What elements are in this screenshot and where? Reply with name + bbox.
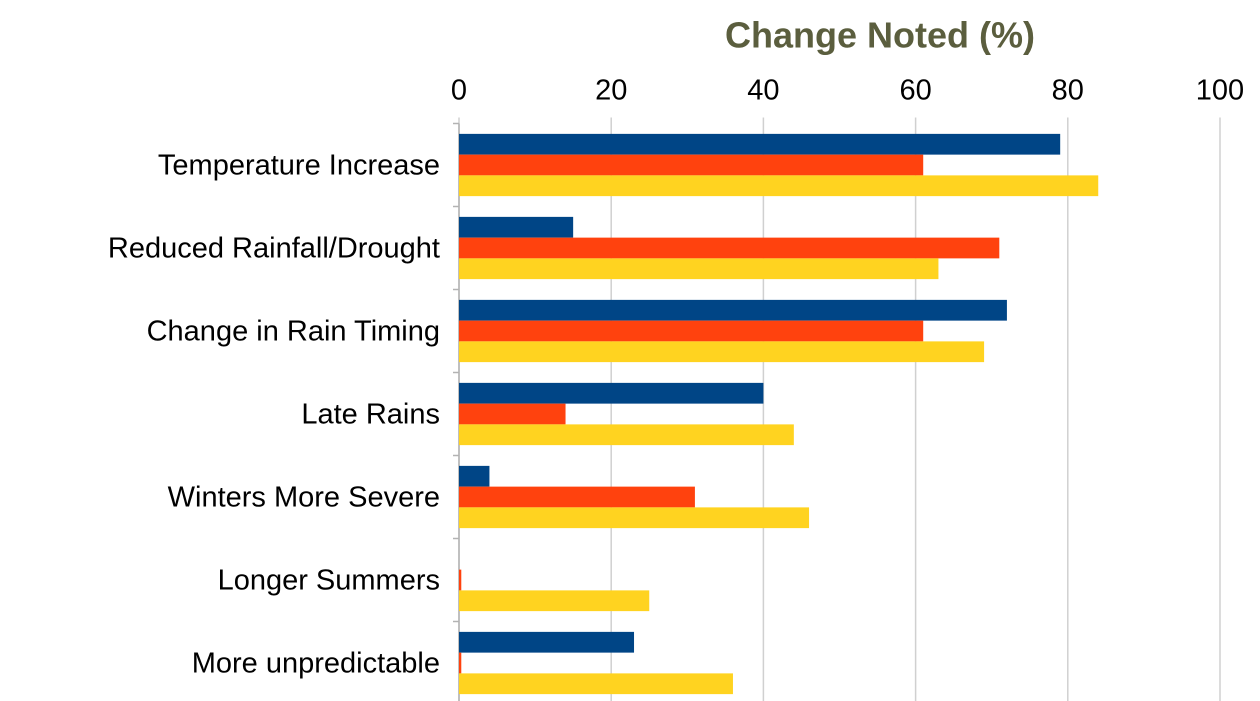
- bar: [459, 237, 1000, 259]
- bar: [459, 382, 764, 404]
- bar: [459, 569, 462, 591]
- x-tick-label: 20: [595, 75, 627, 107]
- bar: [459, 590, 650, 612]
- x-tick-label: 40: [747, 75, 779, 107]
- bar: [459, 175, 1099, 197]
- x-tick-label: 80: [1052, 75, 1084, 107]
- bar: [459, 652, 462, 674]
- y-tick-label: Reduced Rainfall/Drought: [108, 233, 440, 265]
- bar: [459, 465, 490, 487]
- bar: [459, 631, 635, 653]
- bar: [459, 341, 985, 363]
- bar: [459, 216, 574, 238]
- x-tick-label: 60: [899, 75, 931, 107]
- bar: [459, 133, 1061, 155]
- y-tick-label: Temperature Increase: [158, 150, 440, 182]
- y-tick-label: Change in Rain Timing: [147, 316, 440, 348]
- y-tick-label: Late Rains: [301, 399, 440, 431]
- x-tick-label: 0: [451, 75, 467, 107]
- bar: [459, 673, 733, 695]
- bar: [459, 403, 566, 425]
- bar: [459, 486, 695, 508]
- bar: [459, 507, 810, 529]
- bar: [459, 424, 794, 446]
- chart-title: Change Noted (%): [725, 15, 1035, 56]
- bar: [459, 299, 1007, 321]
- bar: [459, 154, 924, 176]
- x-tick-label: 100: [1196, 75, 1244, 107]
- bar: [459, 258, 939, 280]
- bar: [459, 320, 924, 342]
- y-tick-label: Winters More Severe: [168, 482, 440, 514]
- y-tick-label: More unpredictable: [192, 648, 440, 680]
- y-tick-label: Longer Summers: [218, 565, 440, 597]
